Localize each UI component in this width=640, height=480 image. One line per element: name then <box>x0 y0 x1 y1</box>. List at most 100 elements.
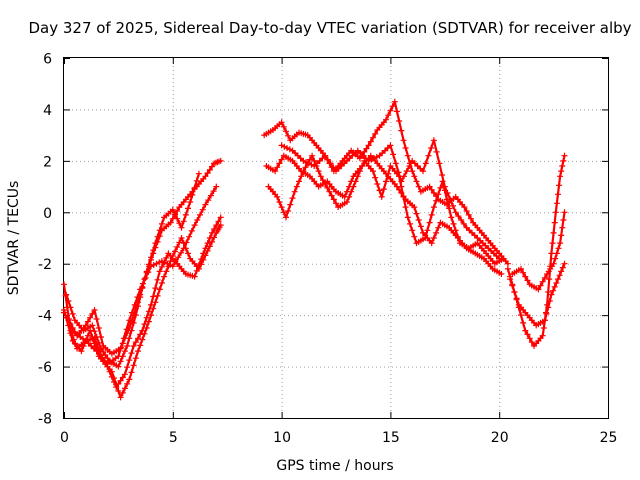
data-point-marker <box>426 183 433 190</box>
data-point-marker <box>402 204 409 211</box>
series-trace <box>506 154 566 348</box>
data-point-marker <box>115 363 122 370</box>
data-point-marker <box>298 173 305 180</box>
data-point-marker <box>352 178 359 185</box>
data-point-marker <box>278 142 285 149</box>
data-point-marker <box>389 103 396 110</box>
y-tick-label: -2 <box>38 257 52 273</box>
data-point-marker <box>161 259 168 266</box>
data-point-marker <box>409 227 416 234</box>
data-point-marker <box>461 204 468 211</box>
data-point-marker <box>545 289 552 295</box>
data-point-marker <box>520 319 527 326</box>
data-point-marker <box>385 112 392 119</box>
data-point-marker <box>195 170 202 177</box>
data-point-marker <box>153 260 160 267</box>
data-point-marker <box>63 314 70 321</box>
data-point-marker <box>383 116 389 123</box>
data-point-marker <box>556 272 563 279</box>
data-point-marker <box>285 132 292 139</box>
data-point-marker <box>560 217 567 223</box>
data-point-marker <box>422 160 429 167</box>
data-point-marker <box>211 226 218 232</box>
data-point-marker <box>141 321 148 328</box>
data-point-marker <box>278 119 285 126</box>
data-point-marker <box>305 160 312 167</box>
data-point-marker <box>373 154 380 160</box>
data-point-marker <box>371 155 378 162</box>
data-point-marker <box>118 344 125 351</box>
data-point-marker <box>148 312 154 319</box>
data-point-marker <box>134 294 141 301</box>
data-point-marker <box>137 342 144 349</box>
data-point-marker <box>465 211 472 218</box>
data-point-marker <box>193 177 200 184</box>
data-point-marker <box>93 348 100 355</box>
data-point-marker <box>117 394 124 401</box>
data-point-marker <box>102 352 109 358</box>
x-axis-label: GPS time / hours <box>276 458 393 474</box>
data-point-marker <box>143 314 150 321</box>
data-point-marker <box>404 152 411 159</box>
data-point-marker <box>276 199 283 205</box>
data-point-marker <box>158 258 165 265</box>
data-point-marker <box>372 174 379 181</box>
chart-title: Day 327 of 2025, Sidereal Day-to-day VTE… <box>28 19 631 37</box>
data-point-marker <box>322 152 329 159</box>
data-point-marker <box>343 199 350 205</box>
data-point-marker <box>454 233 461 240</box>
data-point-marker <box>182 211 189 218</box>
x-tick-label: 15 <box>382 430 400 446</box>
data-point-marker <box>119 389 126 396</box>
data-point-marker <box>274 193 281 200</box>
data-point-marker <box>498 271 505 277</box>
data-point-marker <box>174 208 181 214</box>
data-point-marker <box>152 285 159 292</box>
data-point-marker <box>156 227 163 234</box>
data-point-marker <box>426 219 433 226</box>
data-point-marker <box>450 220 457 227</box>
data-point-marker <box>150 305 157 312</box>
data-point-marker <box>428 186 435 193</box>
data-point-marker <box>150 293 157 300</box>
data-point-marker <box>121 371 128 378</box>
data-point-marker <box>378 193 385 200</box>
data-point-marker <box>560 157 567 164</box>
series-trace <box>62 224 222 399</box>
data-point-marker <box>135 348 141 355</box>
data-point-marker <box>460 220 467 227</box>
data-point-marker <box>280 209 287 216</box>
y-tick-label: -8 <box>38 412 52 428</box>
data-point-marker <box>411 204 418 211</box>
data-point-marker <box>428 240 435 247</box>
data-point-marker <box>455 213 462 220</box>
data-point-marker <box>132 339 139 346</box>
data-point-marker <box>195 262 202 268</box>
data-point-marker <box>148 301 154 308</box>
data-point-marker <box>172 211 178 218</box>
data-point-marker <box>281 143 288 150</box>
data-point-marker <box>124 380 131 387</box>
data-point-marker <box>93 316 100 322</box>
series-night-late-2 <box>507 260 568 329</box>
data-point-marker <box>121 348 128 355</box>
data-point-marker <box>433 229 440 236</box>
data-point-marker <box>350 183 357 190</box>
x-tick-label: 0 <box>60 430 69 446</box>
data-point-marker <box>391 98 398 105</box>
data-point-marker <box>549 240 556 247</box>
data-point-marker <box>126 376 133 383</box>
data-point-marker <box>319 177 326 184</box>
data-point-marker <box>148 263 154 270</box>
data-point-marker <box>91 328 98 335</box>
data-point-marker <box>100 348 107 355</box>
data-point-marker <box>539 278 546 285</box>
data-point-marker <box>553 280 560 286</box>
data-point-marker <box>63 291 70 298</box>
data-point-marker <box>541 274 548 281</box>
data-point-marker <box>430 190 437 196</box>
data-point-marker <box>309 152 316 159</box>
data-point-marker <box>370 168 376 175</box>
y-axis-label: SDTVAR / TECUs <box>6 181 22 296</box>
data-point-marker <box>178 224 185 231</box>
